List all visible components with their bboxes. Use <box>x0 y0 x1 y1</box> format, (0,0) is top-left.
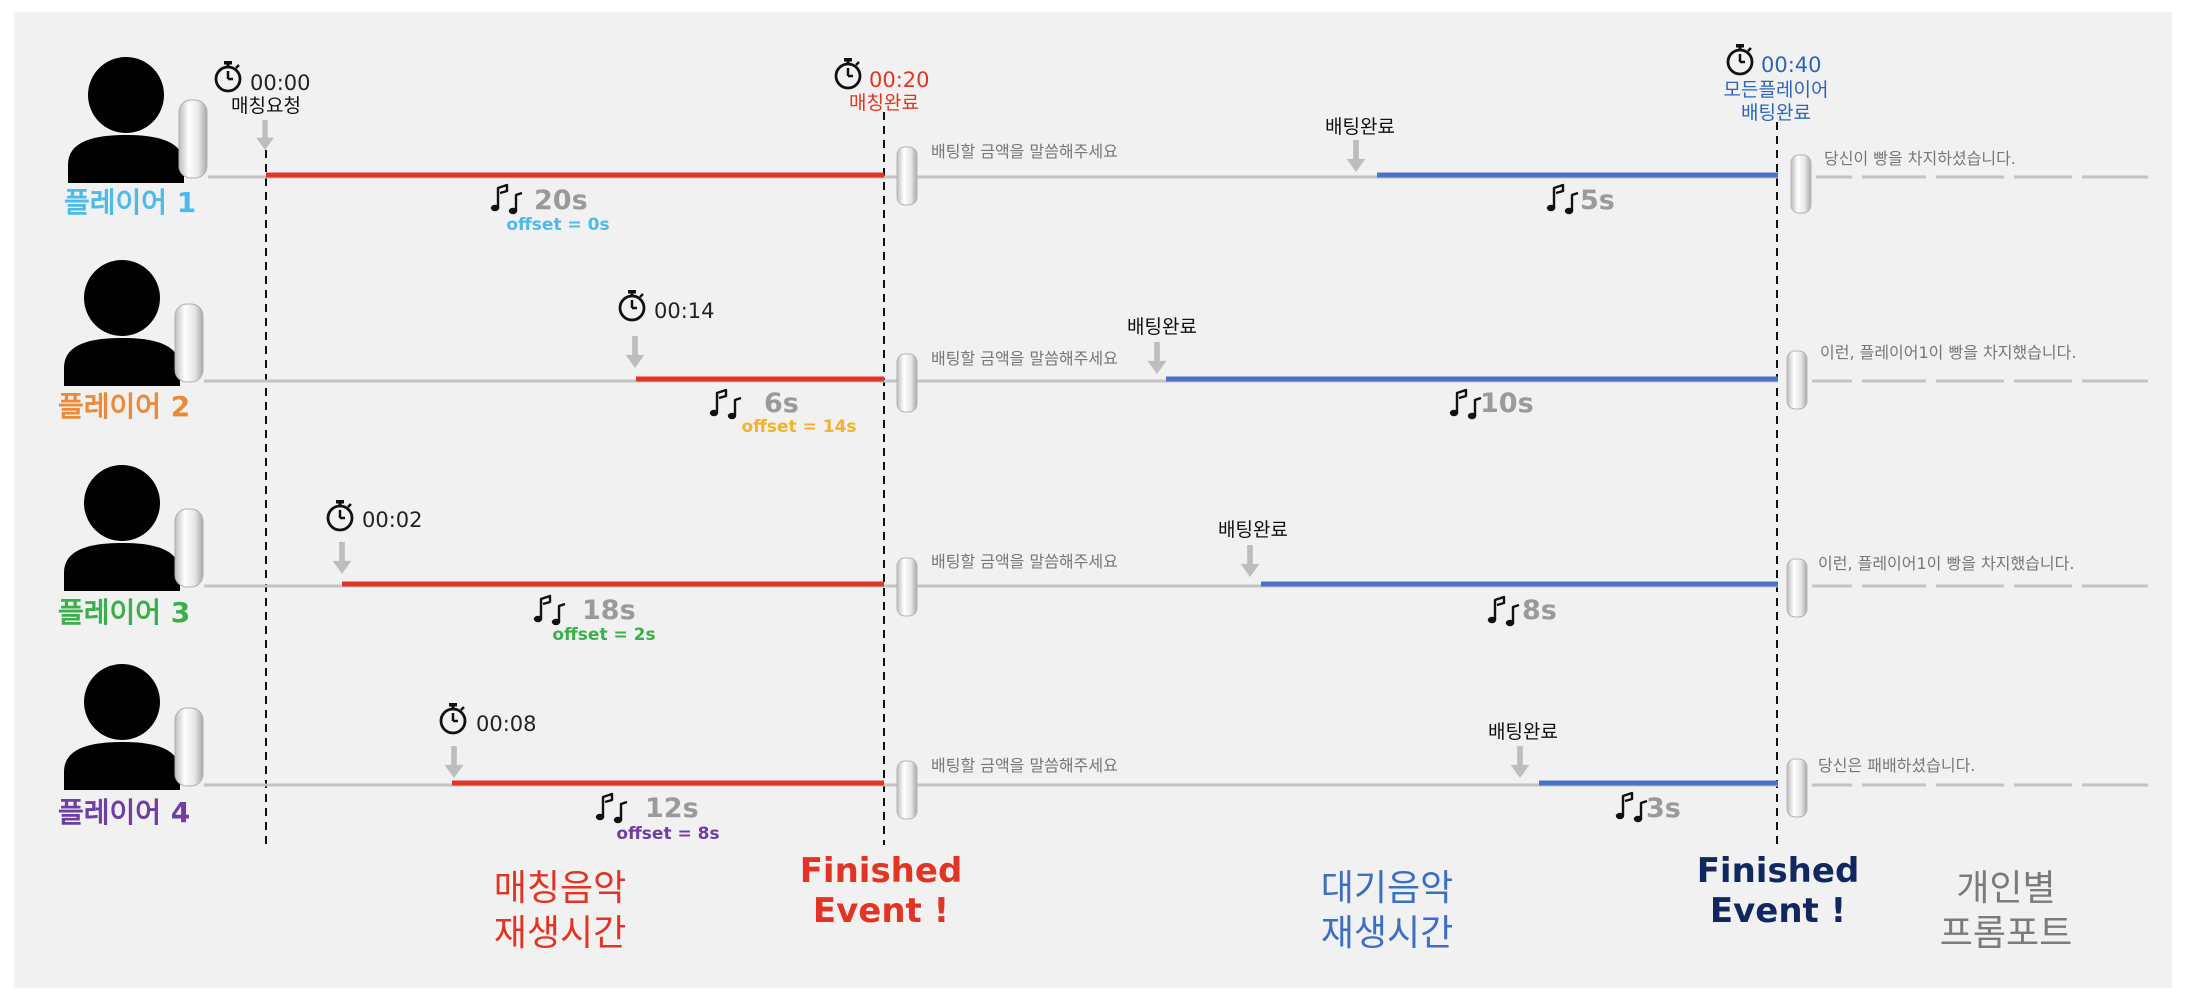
match-complete-marker: 00:20 매칭완료 <box>834 56 930 114</box>
bet-prompt: 배팅할 금액을 말씀해주세요 <box>931 756 1118 775</box>
join-time: 00:08 <box>476 712 537 736</box>
all-bet-label-line2: 배팅완료 <box>1741 102 1811 124</box>
wait-duration: 5s <box>1580 185 1615 216</box>
wait-duration: 3s <box>1646 793 1681 824</box>
offset-label: offset = 2s <box>552 625 655 645</box>
small-speaker-icon <box>896 760 918 820</box>
player-row: 플레이어 3 00:02 18s offset = 2s 배팅할 금액을 말씀해… <box>58 465 2148 645</box>
bet-prompt: 배팅할 금액을 말씀해주세요 <box>931 142 1118 161</box>
small-speaker-icon <box>1790 154 1812 214</box>
wait-music-line1: 대기음악 <box>1321 868 1453 909</box>
finished2-line1: Finished <box>1697 851 1860 891</box>
finished1-line2: Event ! <box>813 891 949 931</box>
all-bet-label-line1: 모든플레이어 <box>1724 79 1829 101</box>
small-speaker-icon <box>896 146 918 206</box>
offset-label: offset = 14s <box>741 417 856 437</box>
player-name: 플레이어 3 <box>58 596 190 629</box>
match-duration: 6s <box>764 388 799 419</box>
small-speaker-icon <box>1786 350 1808 410</box>
start-time: 00:00 <box>250 71 311 95</box>
join-time: 00:14 <box>654 299 715 323</box>
result-prompt: 이런, 플레이어1이 빵을 차지했습니다. <box>1818 554 2074 573</box>
match-duration: 20s <box>534 185 588 216</box>
prompt-line1: 개인별 <box>1956 868 2055 909</box>
speaker-icon <box>174 508 204 588</box>
join-time: 00:02 <box>362 508 423 532</box>
speaker-icon <box>174 707 204 787</box>
wait-duration: 10s <box>1480 388 1534 419</box>
result-prompt: 이런, 플레이어1이 빵을 차지했습니다. <box>1820 343 2076 362</box>
start-label: 매칭요청 <box>231 95 301 117</box>
bet-complete-label: 배팅완료 <box>1325 116 1395 138</box>
all-bet-complete-marker: 00:40 모든플레이어 배팅완료 <box>1724 42 1829 124</box>
result-prompt: 당신은 패배하셨습니다. <box>1818 756 1975 775</box>
player-row: 플레이어 1 20s offset = 0s 배팅할 금액을 말씀해주세요 배팅… <box>64 57 2148 235</box>
small-speaker-icon <box>1786 558 1808 618</box>
player-name: 플레이어 1 <box>64 186 196 219</box>
start-marker: 00:00 매칭요청 <box>214 59 311 150</box>
match-duration: 18s <box>582 595 636 626</box>
match-duration: 12s <box>645 793 699 824</box>
offset-label: offset = 0s <box>506 215 609 235</box>
bet-complete-label: 배팅완료 <box>1127 316 1197 338</box>
finished2-line2: Event ! <box>1710 891 1846 931</box>
finished-event-navy: Finished Event ! <box>1697 851 1860 931</box>
match-complete-time: 00:20 <box>869 68 930 92</box>
player-row: 플레이어 2 00:14 6s offset = 14s 배팅할 금액을 말씀해… <box>58 260 2148 437</box>
speaker-icon <box>174 303 204 383</box>
match-complete-label: 매칭완료 <box>849 92 919 114</box>
wait-music-label: 대기음악 재생시간 <box>1321 868 1453 954</box>
player-row: 플레이어 4 00:08 12s offset = 8s 배팅할 금액을 말씀해… <box>58 664 2148 844</box>
prompt-line2: 프롬포트 <box>1940 913 2072 954</box>
bet-complete-label: 배팅완료 <box>1218 519 1288 541</box>
player-name: 플레이어 2 <box>58 390 190 423</box>
bet-prompt: 배팅할 금액을 말씀해주세요 <box>931 349 1118 368</box>
all-bet-time: 00:40 <box>1761 53 1822 77</box>
small-speaker-icon <box>896 353 918 413</box>
small-speaker-icon <box>896 557 918 617</box>
offset-label: offset = 8s <box>616 824 719 844</box>
wait-duration: 8s <box>1522 595 1557 626</box>
match-music-label: 매칭음악 재생시간 <box>494 868 626 954</box>
match-music-line1: 매칭음악 <box>494 868 626 909</box>
bet-complete-label: 배팅완료 <box>1488 721 1558 743</box>
small-speaker-icon <box>1786 758 1808 818</box>
player-name: 플레이어 4 <box>58 796 190 829</box>
personal-prompt-label: 개인별 프롬포트 <box>1940 868 2072 954</box>
finished1-line1: Finished <box>800 851 963 891</box>
bet-prompt: 배팅할 금액을 말씀해주세요 <box>931 552 1118 571</box>
result-prompt: 당신이 빵을 차지하셨습니다. <box>1824 149 2016 168</box>
wait-music-line2: 재생시간 <box>1321 913 1453 954</box>
finished-event-red: Finished Event ! <box>800 851 963 931</box>
speaker-icon <box>178 99 208 179</box>
match-music-line2: 재생시간 <box>494 913 626 954</box>
